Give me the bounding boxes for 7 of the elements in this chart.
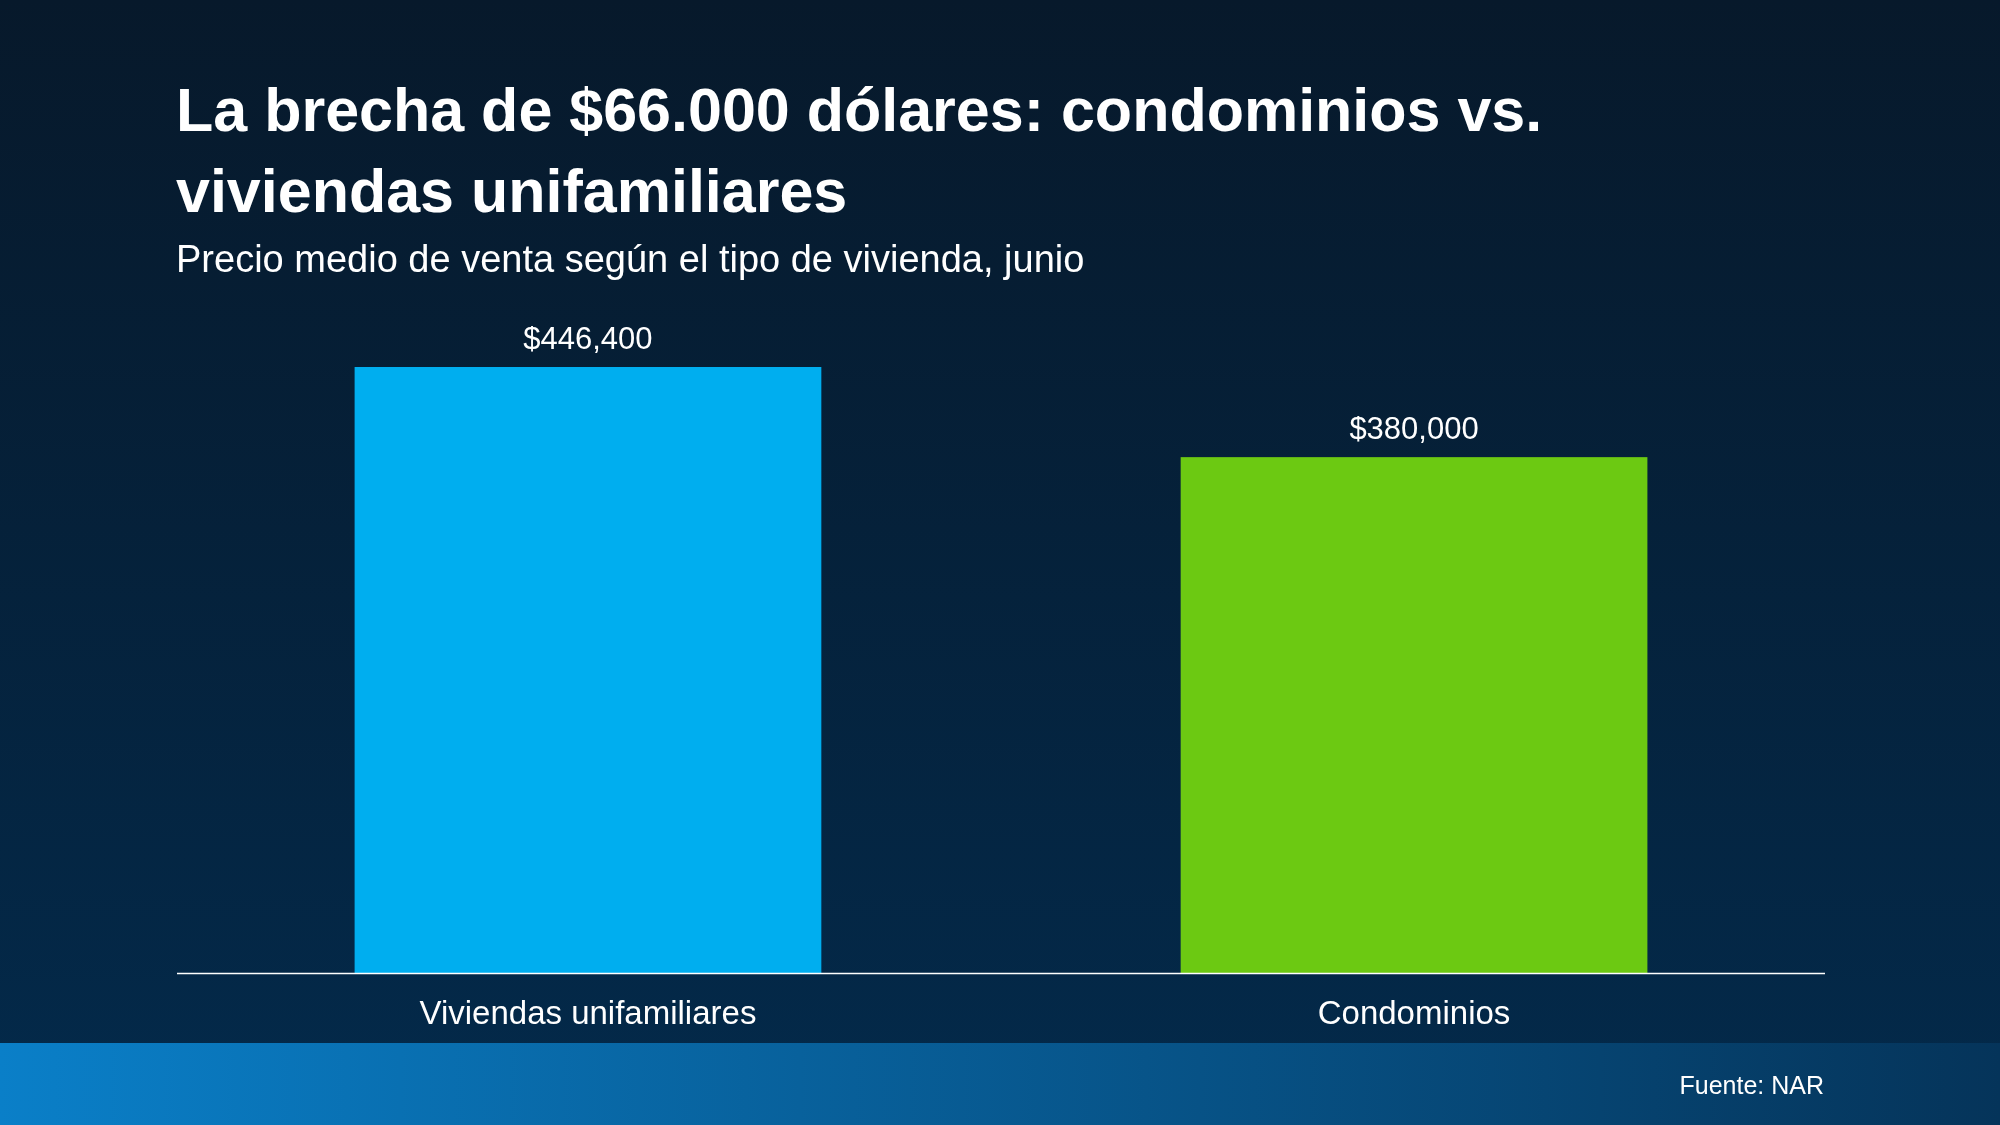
- data-label: $446,400: [523, 321, 653, 356]
- data-label: $380,000: [1349, 411, 1479, 447]
- chart-subtitle: Precio medio de venta según el tipo de vivienda, junio: [176, 238, 1085, 280]
- x-tick-label: Condominios: [1317, 994, 1511, 1031]
- source-note: Fuente: NAR: [1679, 1071, 1824, 1099]
- x-tick-label: Viviendas unifamiliares: [419, 994, 757, 1031]
- chart-title: La brecha de $66.000 dólares: condominios vs. viviendas unifamiliares: [176, 76, 1543, 225]
